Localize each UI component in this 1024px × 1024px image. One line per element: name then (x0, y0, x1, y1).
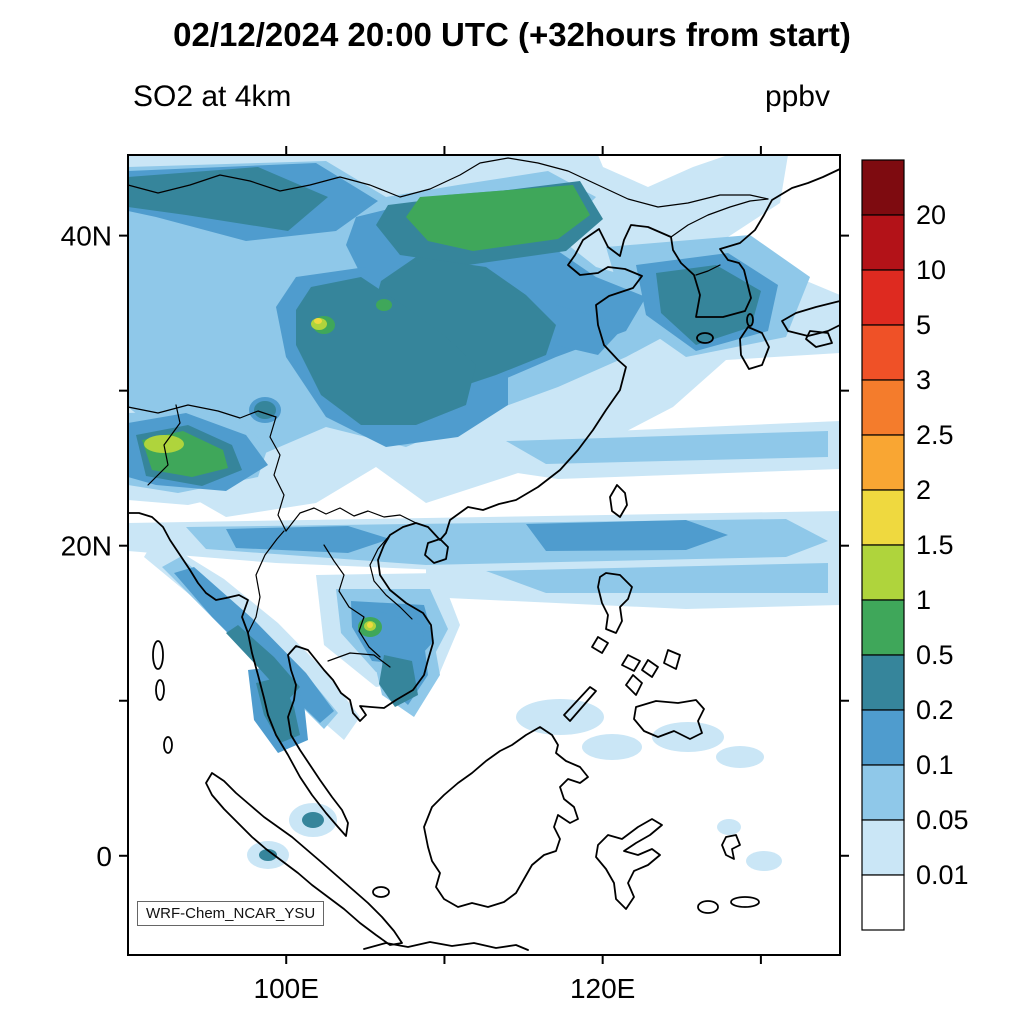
plot-variable-title: SO2 at 4km (133, 80, 292, 113)
lon-tick-label: 100E (254, 973, 319, 1004)
luzon-coastline (597, 572, 633, 634)
mainland-asia-coastline (127, 168, 841, 837)
thailand-laos-border (323, 544, 381, 658)
so2-field-blob (526, 520, 728, 551)
so2-field-blob (259, 849, 277, 861)
samar-island (663, 649, 681, 670)
colorbar-segment (861, 434, 905, 491)
vietnam-laos-border (369, 534, 413, 620)
so2-field-blob (128, 167, 328, 231)
halmahera-island (721, 834, 741, 860)
colorbar-tick-label: 20 (916, 200, 946, 230)
colorbar-segment (861, 269, 905, 326)
mindanao-coastline (633, 699, 705, 740)
bangka-island (372, 886, 390, 898)
colorbar-segment (861, 379, 905, 436)
colorbar-tick-label: 2.5 (916, 420, 954, 450)
negros-island (625, 674, 643, 696)
colorbar-tick-label: 5 (916, 310, 931, 340)
colorbar: 20 10 5 3 2.5 2 1.5 1 0.5 0.2 0.1 0.05 0.01 (861, 159, 969, 931)
korea-dmz-border (695, 264, 721, 276)
colorbar-tick-label: 0.2 (916, 695, 954, 725)
visayas-island-2 (641, 659, 659, 678)
colorbar-tick-label: 0.1 (916, 750, 954, 780)
lat-tick-label: 40N (61, 221, 112, 252)
hainan-coastline (424, 538, 449, 564)
china-vietnam-laos-border (285, 507, 417, 532)
kyushu-coastline (739, 326, 770, 370)
so2-field-blob (406, 185, 590, 251)
so2-field-blob (367, 622, 373, 628)
so2-field-blob (314, 318, 322, 324)
axis-ticks-group: 100E 120E 40N 20N 0 (61, 146, 849, 1004)
colorbar-segment (861, 489, 905, 546)
taiwan-coastline (609, 484, 628, 518)
himalaya-border (127, 404, 277, 419)
thailand-myanmar-border (247, 530, 285, 634)
so2-field-blob (376, 299, 392, 311)
colorbar-segment (861, 709, 905, 766)
nicobar-island (163, 736, 173, 754)
colorbar-segment (861, 874, 905, 931)
lon-tick-label: 120E (570, 973, 635, 1004)
andaman-island-2 (155, 679, 165, 701)
lat-tick-label: 20N (61, 531, 112, 562)
china-myanmar-border (269, 416, 287, 532)
colorbar-segment (861, 599, 905, 656)
so2-field-blob (716, 746, 764, 768)
lat-tick-label: 0 (96, 841, 112, 872)
so2-field-blob (296, 277, 476, 425)
map-frame (127, 154, 841, 956)
so2-field-blob (486, 563, 828, 593)
sulawesi-coastline (595, 818, 663, 910)
jeju-island (696, 332, 714, 344)
so2-field-blob (656, 265, 761, 345)
palawan-island (563, 686, 597, 722)
colorbar-segment (861, 654, 905, 711)
visayas-island-1 (621, 654, 641, 672)
andaman-island-1 (152, 640, 164, 670)
cambodia-border (327, 652, 391, 668)
so2-field-blob (254, 401, 276, 419)
colorbar-tick-label: 0.5 (916, 640, 954, 670)
so2-field-blob (746, 851, 782, 871)
coastlines-group (127, 168, 841, 951)
model-attribution-label: WRF-Chem_NCAR_YSU (137, 901, 325, 926)
colorbar-segment (861, 764, 905, 821)
colorbar-tick-label: 10 (916, 255, 946, 285)
colorbar-segment (861, 544, 905, 601)
borneo-coastline (423, 726, 589, 908)
so2-field-blob (717, 819, 741, 835)
so2-field-layer (128, 155, 840, 871)
so2-field-blob (379, 655, 418, 707)
so2-field-blob (226, 526, 390, 553)
tsushima-island (746, 313, 754, 327)
colorbar-tick-label: 1 (916, 585, 931, 615)
colorbar-segment (861, 819, 905, 876)
seram-island (730, 896, 760, 908)
buru-island (697, 900, 719, 914)
shikoku-coastline (805, 330, 833, 348)
colorbar-segment (861, 324, 905, 381)
plot-timestamp-title: 02/12/2024 20:00 UTC (+32hours from star… (173, 16, 851, 53)
so2-field-blob (582, 734, 642, 760)
mongolia-border (127, 157, 769, 208)
nk-china-border (670, 198, 769, 238)
colorbar-tick-label: 3 (916, 365, 931, 395)
colorbar-units-label: ppbv (764, 80, 830, 113)
so2-field-blob (302, 812, 324, 828)
mindoro-island (591, 636, 609, 654)
colorbar-tick-label: 1.5 (916, 530, 954, 560)
so2-field-blob (516, 699, 604, 735)
assam-border (147, 404, 181, 486)
colorbar-segment (861, 159, 905, 216)
colorbar-segment (861, 214, 905, 271)
colorbar-tick-label: 0.01 (916, 860, 969, 890)
borders-group (127, 157, 769, 668)
colorbar-tick-label: 2 (916, 475, 931, 505)
java-coastline (363, 941, 529, 951)
colorbar-tick-label: 0.05 (916, 805, 969, 835)
